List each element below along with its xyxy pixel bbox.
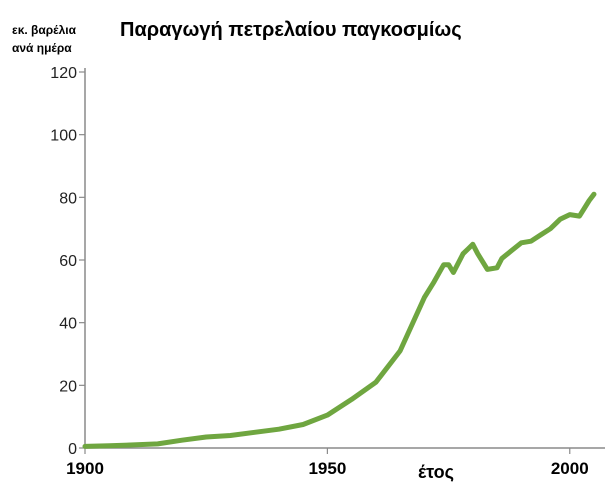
y-axis-label-line-1: εκ. βαρέλια [12,23,77,37]
y-tick-label: 100 [50,128,77,145]
x-tick-label: 2000 [551,459,589,478]
series-line [82,191,597,449]
y-tick-label: 120 [50,65,77,82]
y-tick-label: 60 [59,253,77,270]
chart-title: Παραγωγή πετρελαίου παγκοσμίως [120,19,462,41]
y-ticks: 0 20 40 60 80 100 120 [50,65,85,458]
y-axis-label-line-2: ανά ημέρα [12,41,72,55]
x-axis-label: έτος [418,462,454,482]
x-tick-label: 1900 [66,459,104,478]
y-tick-label: 80 [59,190,77,207]
x-ticks: 1900 1950 2000 [66,448,589,478]
y-tick-label: 0 [68,441,77,458]
series-group [82,191,597,449]
y-tick-label: 20 [59,378,77,395]
axes [84,68,605,449]
x-tick-label: 1950 [308,459,346,478]
y-tick-label: 40 [59,316,77,333]
